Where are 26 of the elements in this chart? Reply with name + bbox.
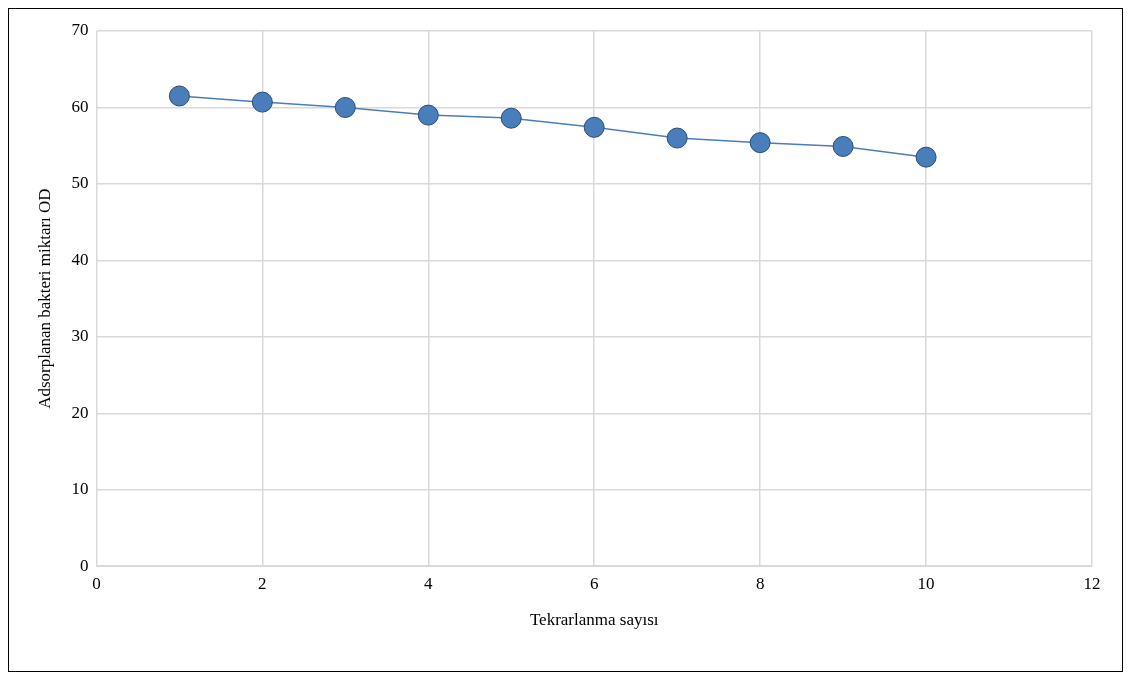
y-tick-label: 50 — [71, 173, 89, 193]
x-tick-label: 10 — [917, 573, 935, 593]
x-axis-title: Tekrarlanma sayısı — [529, 610, 659, 630]
x-tick-label: 2 — [258, 573, 267, 593]
y-tick-label: 40 — [71, 249, 89, 269]
point — [334, 96, 356, 118]
point — [666, 127, 688, 149]
y-tick-label: 10 — [71, 479, 89, 499]
y-tick-label: 20 — [71, 402, 89, 422]
point — [168, 85, 190, 107]
point — [417, 104, 439, 126]
point — [251, 91, 273, 113]
point — [915, 146, 937, 168]
y-tick-label: 30 — [71, 326, 89, 346]
y-axis-title: Adsorplanan bakteri miktarı OD — [34, 188, 54, 409]
y-tick-label: 60 — [71, 96, 89, 116]
y-tick-label: 0 — [79, 555, 89, 575]
x-tick-label: 6 — [589, 573, 599, 593]
x-tick-label: 12 — [1083, 573, 1101, 593]
y-tick-label: 70 — [71, 20, 89, 40]
point — [583, 116, 605, 138]
x-tick-label: 4 — [424, 573, 434, 593]
point — [749, 132, 771, 154]
point — [832, 135, 854, 157]
point — [500, 107, 522, 129]
x-tick-label: 8 — [755, 573, 765, 593]
